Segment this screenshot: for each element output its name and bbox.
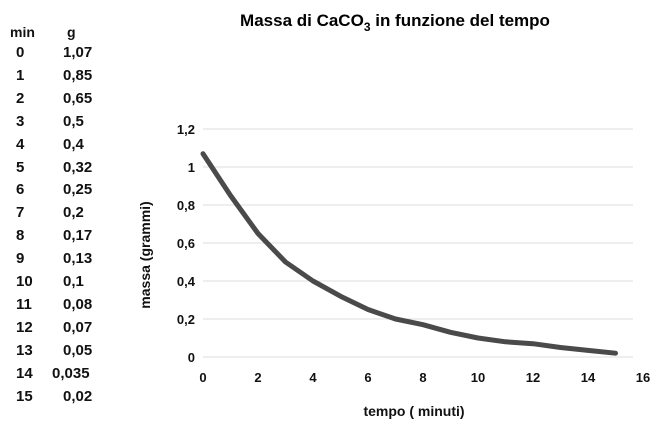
- y-axis-label: massa (grammi): [137, 201, 153, 308]
- table-cell-min: 9: [16, 250, 25, 268]
- y-tick-label: 1,2: [177, 122, 195, 137]
- series-line: [200, 151, 618, 356]
- x-tick-label: 10: [471, 370, 485, 385]
- title-subscript: 3: [364, 20, 371, 34]
- y-tick-label: 0,8: [177, 198, 195, 213]
- x-tick-label: 14: [581, 370, 596, 385]
- y-tick-label: 1: [188, 160, 195, 175]
- y-tick-label: 0,2: [177, 312, 195, 327]
- table-cell-min: 5: [16, 158, 25, 176]
- table-cell-min: 4: [16, 135, 25, 153]
- x-tick-label: 0: [199, 370, 206, 385]
- table-cell-g: 0,13: [63, 250, 93, 268]
- x-tick-label: 2: [254, 370, 261, 385]
- table-cell-min: 11: [16, 295, 32, 313]
- table-cell-min: 1: [16, 66, 25, 84]
- title-part-2: in funzione del tempo: [371, 11, 550, 30]
- table-cell-min: 0: [16, 44, 25, 61]
- gridlines: [203, 128, 633, 358]
- y-tick-label: 0: [188, 350, 195, 365]
- x-tick-label: 8: [419, 370, 426, 385]
- table-cell-min: 13: [16, 341, 33, 359]
- table-cell-min: 7: [16, 204, 25, 222]
- table-cell-g: 0,5: [63, 112, 84, 130]
- table-cell-g: 0,65: [63, 89, 93, 107]
- table-cell-g: 0,035: [52, 364, 90, 382]
- x-axis-label: tempo ( minuti): [363, 403, 464, 419]
- table-cell-g: 0,4: [63, 135, 84, 153]
- table-cell-min: 10: [16, 273, 33, 290]
- y-tick-label: 0,4: [177, 274, 196, 289]
- table-cell-min: 12: [16, 318, 33, 336]
- table-cell-min: 8: [16, 227, 25, 245]
- x-tick-label: 12: [526, 370, 540, 385]
- table-cell-g: 0,07: [63, 318, 93, 336]
- table-cell-min: 2: [16, 89, 25, 107]
- data-table: min g 0 1,07 1 0,85 2 0,65 3 0,5 4 0,4 5 0,32 6 0,25 7…: [0, 0, 108, 436]
- table-cell-g: 0,2: [63, 204, 84, 222]
- x-tick-label: 4: [309, 370, 317, 385]
- x-tick-label: 16: [636, 370, 650, 385]
- series-group: [200, 151, 618, 356]
- y-tick-label: 0,6: [177, 236, 195, 251]
- header-g: g: [67, 24, 76, 40]
- table-cell-g: 0,25: [63, 181, 93, 199]
- table-cell-min: 3: [16, 112, 25, 130]
- title-part-1: Massa di CaCO: [240, 11, 364, 30]
- table-cell-min: 14: [16, 364, 33, 382]
- chart-title: Massa di CaCO3 in funzione del tempo: [240, 11, 550, 34]
- header-min: min: [10, 24, 35, 40]
- table-cell-g: 0,05: [63, 341, 93, 359]
- x-tick-label: 6: [364, 370, 371, 385]
- table-cell-min: 15: [16, 387, 33, 405]
- table-cell-g: 0,85: [63, 66, 93, 84]
- x-tick-labels: 0 2 4 6 8 10 12 14 16: [199, 370, 650, 385]
- table-cell-g: 0,17: [63, 227, 93, 245]
- table-cell-g: 0,32: [63, 158, 93, 176]
- table-cell-g: 0,08: [63, 295, 93, 313]
- table-cell-min: 6: [16, 181, 25, 199]
- table-cell-g: 0,1: [63, 273, 84, 290]
- table-cell-g: 1,07: [63, 44, 93, 61]
- table-cell-g: 0,02: [63, 387, 93, 405]
- y-tick-labels: 0 0,2 0,4 0,6 0,8 1 1,2: [177, 122, 196, 365]
